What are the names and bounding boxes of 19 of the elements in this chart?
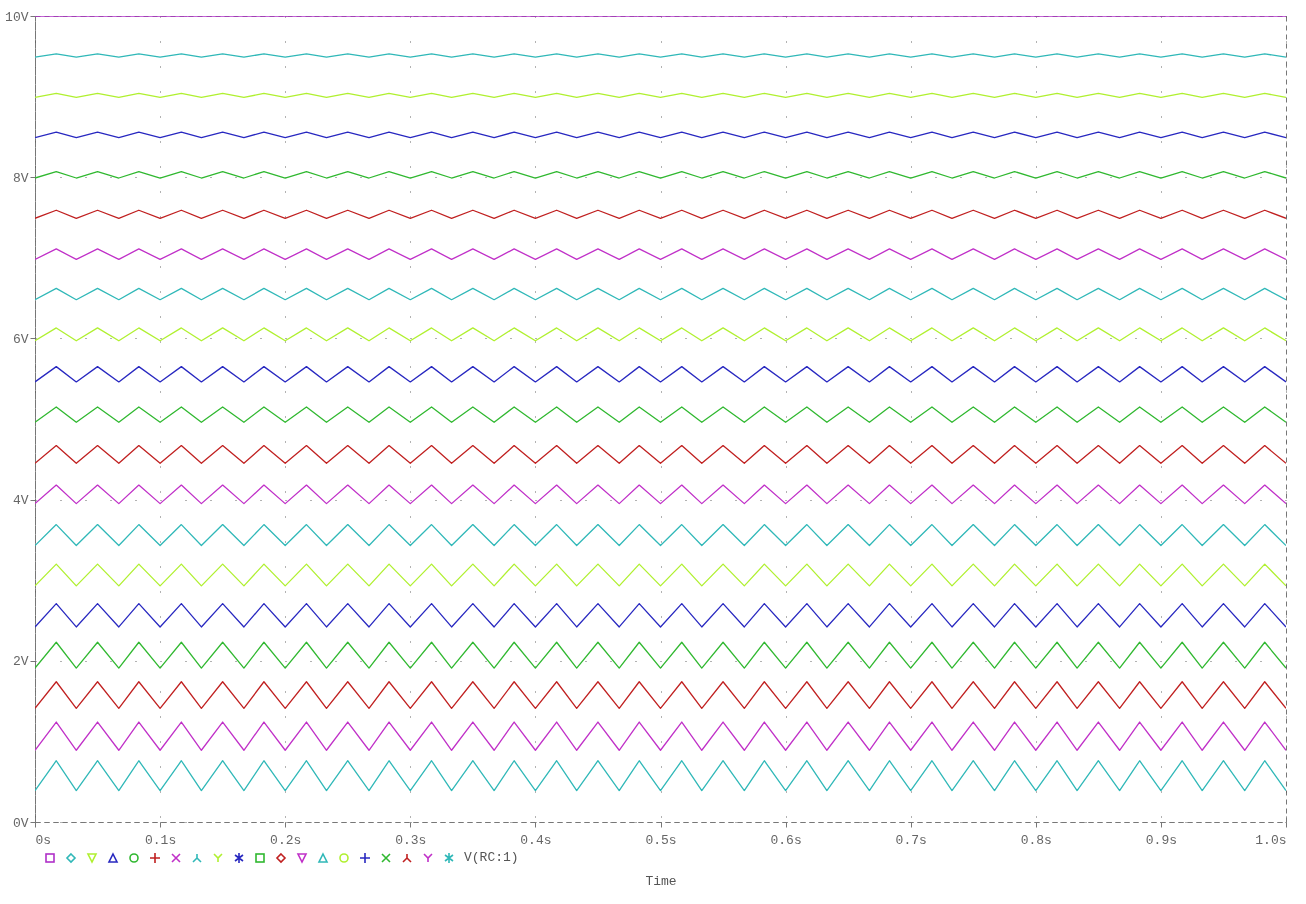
x-tick-label: 0.2s <box>270 832 302 848</box>
x-tick-label: 0.5s <box>645 832 677 848</box>
y-tick-label: 0V <box>12 815 29 831</box>
x-tick-label: 0.7s <box>895 832 927 848</box>
x-tick-label: 0.6s <box>770 832 802 848</box>
x-tick-label: 1.0s <box>1255 832 1287 848</box>
legend-title: V(RC:1) <box>464 850 519 865</box>
y-tick-label: 8V <box>12 170 29 186</box>
x-tick-label: 0.9s <box>1145 832 1178 848</box>
y-tick-label: 4V <box>12 493 29 509</box>
x-tick-label: 0.8s <box>1020 832 1052 848</box>
x-axis-title: Time <box>645 873 677 889</box>
x-tick-label: 0s <box>35 832 52 848</box>
y-tick-label: 2V <box>12 654 29 670</box>
x-tick-label: 0.3s <box>395 832 427 848</box>
x-tick-label: 0.1s <box>144 832 177 848</box>
y-tick-label: 10V <box>5 9 29 25</box>
x-tick-label: 0.4s <box>520 832 552 848</box>
y-tick-label: 6V <box>12 331 29 347</box>
